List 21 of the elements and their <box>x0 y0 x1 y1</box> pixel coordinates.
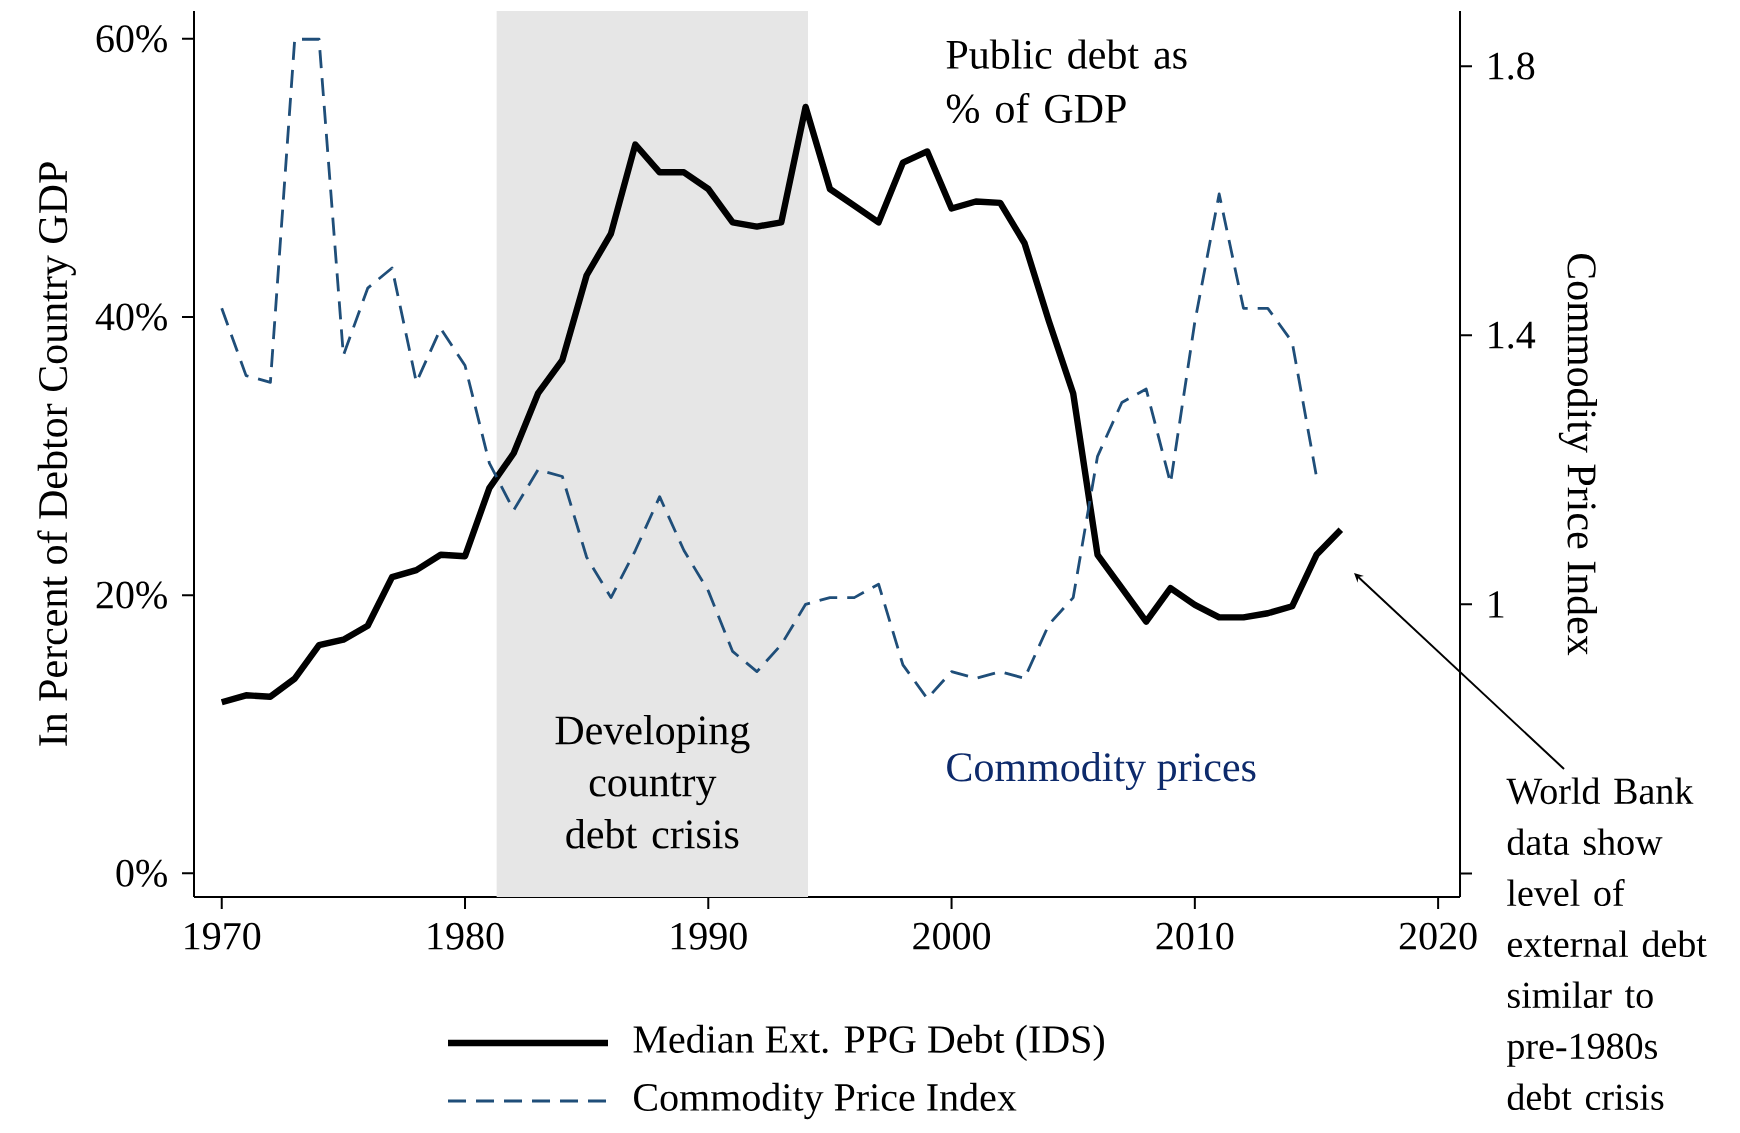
y-axis-title: In Percent of Debtor Country GDP <box>37 162 76 746</box>
x-tick-label: 2000 <box>913 922 991 950</box>
x-tick-label: 2020 <box>1399 922 1477 950</box>
y2-tick-label: 1.4 <box>1489 321 1536 349</box>
y-tick-label: 0% <box>116 859 167 887</box>
legend-label: Median Ext. PPG Debt (IDS) <box>633 1024 1104 1062</box>
x-tick-label: 1970 <box>185 922 261 950</box>
annotation: Commodity prices <box>947 751 1256 791</box>
y-tick-label: 40% <box>95 303 167 331</box>
x-tick-label: 1980 <box>428 922 504 950</box>
y2-axis-title: Commodity Price Index <box>1558 253 1598 656</box>
annotation: Public debt as % of GDP <box>946 39 1187 124</box>
text: World Bank data show level of external debt similar to pre-1980s debt crisis <box>1506 777 1707 1111</box>
x-tick-label: 2010 <box>1156 922 1234 950</box>
y-tick-label: 60% <box>96 25 167 53</box>
legend-label: Commodity Price Index <box>634 1082 1017 1120</box>
band-label: Developing country debt crisis <box>555 715 750 849</box>
y-tick-label: 20% <box>96 581 167 609</box>
y2-tick-label: 1 <box>1489 591 1504 618</box>
y2-tick-label: 1.8 <box>1489 52 1535 80</box>
x-tick-label: 1990 <box>671 922 747 950</box>
